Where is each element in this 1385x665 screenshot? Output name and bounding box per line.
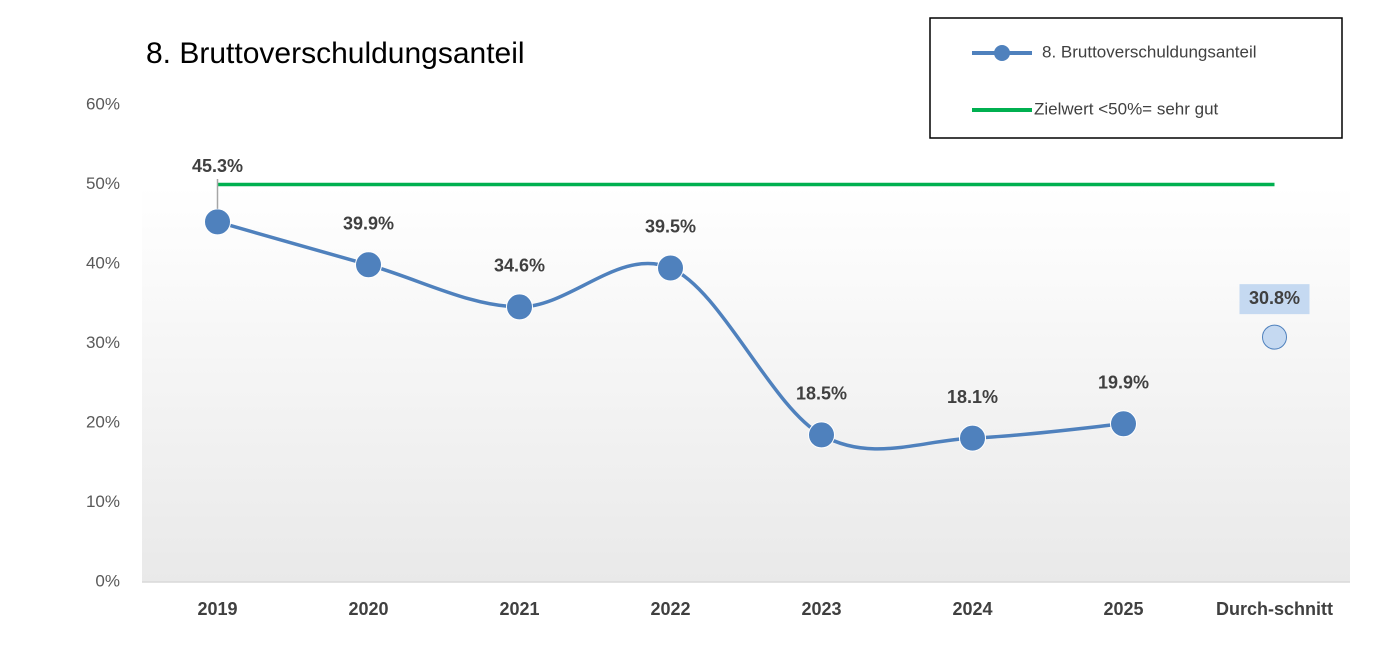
x-tick-label: 2021	[499, 599, 539, 619]
chart-title: 8. Bruttoverschuldungsanteil	[146, 37, 525, 70]
x-tick-label: 2025	[1103, 599, 1143, 619]
data-label: 34.6%	[494, 256, 545, 276]
data-point	[355, 251, 382, 279]
x-tick-label: 2022	[650, 599, 690, 619]
data-label: 18.1%	[947, 387, 998, 407]
legend-label: Zielwert <50%= sehr gut	[1034, 99, 1219, 118]
data-label: 18.5%	[796, 384, 847, 404]
x-tick-label: 2019	[197, 599, 237, 619]
data-point	[204, 208, 231, 236]
average-point	[1262, 324, 1287, 350]
y-tick-label: 40%	[86, 253, 120, 272]
x-tick-label: 2020	[348, 599, 388, 619]
average-label: 30.8%	[1249, 288, 1300, 308]
y-tick-label: 0%	[95, 571, 120, 590]
x-tick-label: Durch-schnitt	[1216, 599, 1333, 619]
x-tick-label: 2023	[801, 599, 841, 619]
average-label-bg	[1239, 284, 1310, 315]
plot-background	[142, 185, 1350, 582]
data-label: 19.9%	[1098, 373, 1149, 393]
legend-label: 8. Bruttoverschuldungsanteil	[1042, 42, 1257, 61]
y-tick-label: 20%	[86, 412, 120, 431]
y-tick-label: 30%	[86, 333, 120, 352]
y-tick-label: 60%	[86, 94, 120, 113]
x-tick-label: 2024	[952, 599, 992, 619]
data-label: 45.3%	[192, 156, 243, 176]
data-point	[506, 293, 533, 321]
data-label: 39.9%	[343, 214, 394, 234]
data-point	[657, 254, 684, 282]
data-point	[1110, 410, 1137, 438]
legend-marker	[994, 45, 1010, 61]
y-tick-label: 10%	[86, 492, 120, 511]
legend-box	[929, 17, 1343, 139]
y-tick-label: 50%	[86, 174, 120, 193]
data-point	[959, 424, 986, 452]
data-label: 39.5%	[645, 217, 696, 237]
data-point	[808, 421, 835, 449]
